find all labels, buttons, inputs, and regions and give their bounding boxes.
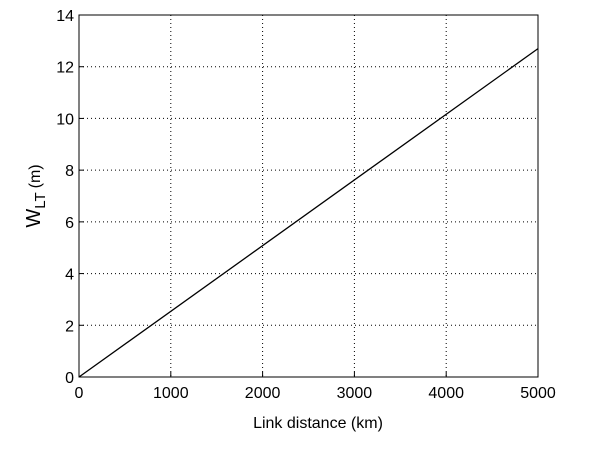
x-tick-label: 5000 xyxy=(520,385,556,402)
y-tick-label: 14 xyxy=(56,8,74,25)
data-line xyxy=(78,48,539,378)
y-axis-label-subscript: LT xyxy=(32,192,49,208)
x-tick-label: 2000 xyxy=(245,385,281,402)
y-tick-label: 10 xyxy=(56,111,74,128)
x-tick-label: 0 xyxy=(75,385,84,402)
y-tick-label: 6 xyxy=(65,215,74,232)
y-tick-label: 4 xyxy=(65,267,74,284)
y-tick-label: 2 xyxy=(65,318,74,335)
x-tick-label: 3000 xyxy=(337,385,373,402)
y-tick-label: 12 xyxy=(56,60,74,77)
x-tick-label: 1000 xyxy=(153,385,189,402)
plot-frame xyxy=(78,14,539,378)
y-axis-label-unit: (m) xyxy=(27,164,44,188)
x-axis-label: Link distance (km) xyxy=(253,415,383,432)
y-tick-label: 0 xyxy=(65,370,74,387)
x-tick-label: 4000 xyxy=(428,385,464,402)
y-tick-label: 8 xyxy=(65,163,74,180)
y-axis-label-main: W xyxy=(23,209,45,228)
y-axis-label: WLT (m) xyxy=(23,164,49,227)
